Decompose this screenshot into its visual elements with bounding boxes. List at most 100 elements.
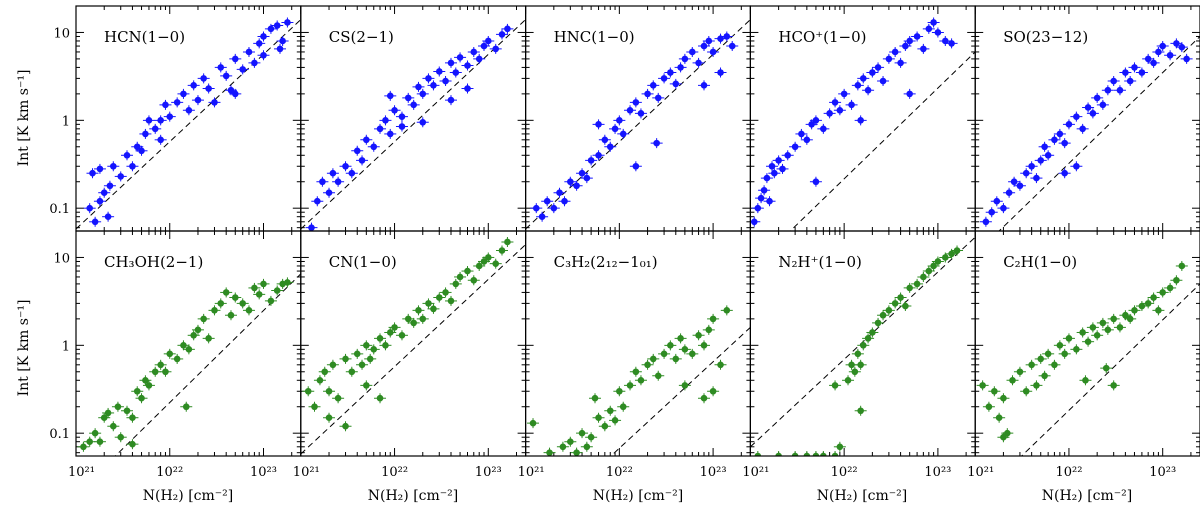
data-point	[836, 107, 844, 114]
data-point	[1144, 300, 1152, 307]
data-point	[920, 45, 927, 53]
data-point	[376, 125, 384, 133]
x-axis-title-5: N(H₂) [cm⁻²]	[1042, 488, 1133, 504]
data-point	[902, 302, 909, 310]
x-tick-label: 10²³	[924, 465, 951, 480]
data-point	[1138, 69, 1146, 76]
data-point	[993, 197, 1001, 205]
data-point	[91, 218, 99, 226]
data-point	[982, 218, 990, 226]
data-point	[695, 59, 702, 67]
data-point	[363, 136, 370, 144]
data-point	[180, 90, 187, 98]
data-point	[419, 315, 427, 323]
data-point	[475, 262, 483, 270]
y-axis-title-top: Int [K km s⁻¹]	[16, 70, 32, 167]
data-point	[857, 407, 864, 415]
data-point	[484, 254, 492, 261]
data-point	[601, 136, 609, 144]
data-point	[1079, 125, 1086, 133]
data-point	[798, 130, 805, 138]
panel-so-23-12: SO(23−12)	[974, 5, 1200, 232]
data-point	[864, 335, 872, 342]
data-point	[848, 101, 855, 109]
data-point	[578, 429, 586, 437]
data-point	[200, 75, 207, 82]
data-point	[757, 194, 765, 202]
data-point	[304, 387, 312, 395]
data-point	[677, 335, 684, 342]
data-point	[864, 86, 872, 94]
data-point	[308, 224, 315, 231]
data-point	[649, 82, 657, 89]
data-point	[391, 324, 398, 331]
data-point	[386, 92, 394, 100]
data-point	[561, 197, 568, 205]
data-point	[988, 208, 996, 216]
data-point	[705, 37, 713, 45]
data-point	[166, 350, 174, 358]
data-point	[1033, 174, 1040, 182]
data-point	[979, 382, 986, 389]
data-point	[991, 387, 998, 395]
data-point	[358, 157, 366, 164]
panel-c2h-1-0: C₂H(1−0) 10²¹ 10²² 10²³	[967, 230, 1200, 480]
data-point	[606, 407, 614, 415]
data-point	[404, 315, 412, 323]
fit-line	[300, 244, 526, 455]
x-axis-title-4: N(H₂) [cm⁻²]	[817, 488, 908, 504]
data-point	[353, 350, 361, 358]
data-point	[1016, 182, 1024, 190]
x-axis-title-2: N(H₂) [cm⁻²]	[368, 488, 459, 504]
data-point	[484, 37, 492, 45]
data-point	[1126, 77, 1134, 85]
data-point	[504, 238, 511, 246]
data-point	[611, 417, 619, 424]
data-point	[117, 173, 125, 180]
data-point	[398, 332, 406, 339]
data-point	[1093, 94, 1101, 102]
x-tick-label: 10²²	[831, 465, 858, 480]
data-point	[1016, 368, 1024, 376]
panel-title: CN(1−0)	[329, 253, 397, 271]
data-point	[348, 169, 356, 177]
data-point	[231, 55, 239, 63]
data-point	[117, 433, 125, 441]
data-point	[190, 82, 197, 89]
panel-ch3oh-2-1: CH₃OH(2−1) 0.1 1 10 10²¹ 10²² 10²³	[49, 230, 302, 480]
data-point	[1110, 315, 1117, 323]
data-point	[791, 143, 799, 151]
data-point	[321, 368, 329, 376]
data-point	[166, 113, 174, 120]
data-point	[688, 350, 696, 358]
data-point	[145, 382, 153, 389]
data-point	[480, 42, 488, 50]
data-point	[1166, 284, 1174, 292]
data-point	[342, 422, 349, 430]
panel-cn-1-0: CN(1−0) 10²¹ 10²² 10²³	[293, 230, 527, 480]
data-point	[1166, 51, 1174, 59]
data-point	[848, 361, 855, 369]
data-point	[681, 55, 689, 63]
x-axis-title-3: N(H₂) [cm⁻²]	[593, 488, 684, 504]
data-point	[1183, 55, 1190, 63]
data-point	[353, 147, 361, 155]
data-point	[96, 165, 104, 173]
panel-c3h2-212-101: C₃H₂(2₁₂−1₀₁) 10²¹ 10²² 10²³	[518, 230, 751, 480]
panel-ticks	[974, 5, 1200, 231]
data-point	[314, 197, 321, 205]
data-point	[447, 96, 455, 104]
data-point	[398, 123, 406, 130]
data-point	[667, 342, 674, 349]
panel-ticks	[749, 5, 976, 231]
panel-title: C₃H₂(2₁₂−1₀₁)	[554, 253, 658, 271]
data-point	[363, 382, 370, 389]
fit-line	[300, 19, 526, 230]
panel-ticks	[525, 230, 751, 456]
data-point	[851, 368, 859, 376]
data-point	[211, 307, 218, 314]
data-point	[1000, 204, 1007, 212]
data-points	[83, 17, 294, 227]
data-point	[1122, 311, 1129, 319]
data-point	[319, 178, 326, 186]
